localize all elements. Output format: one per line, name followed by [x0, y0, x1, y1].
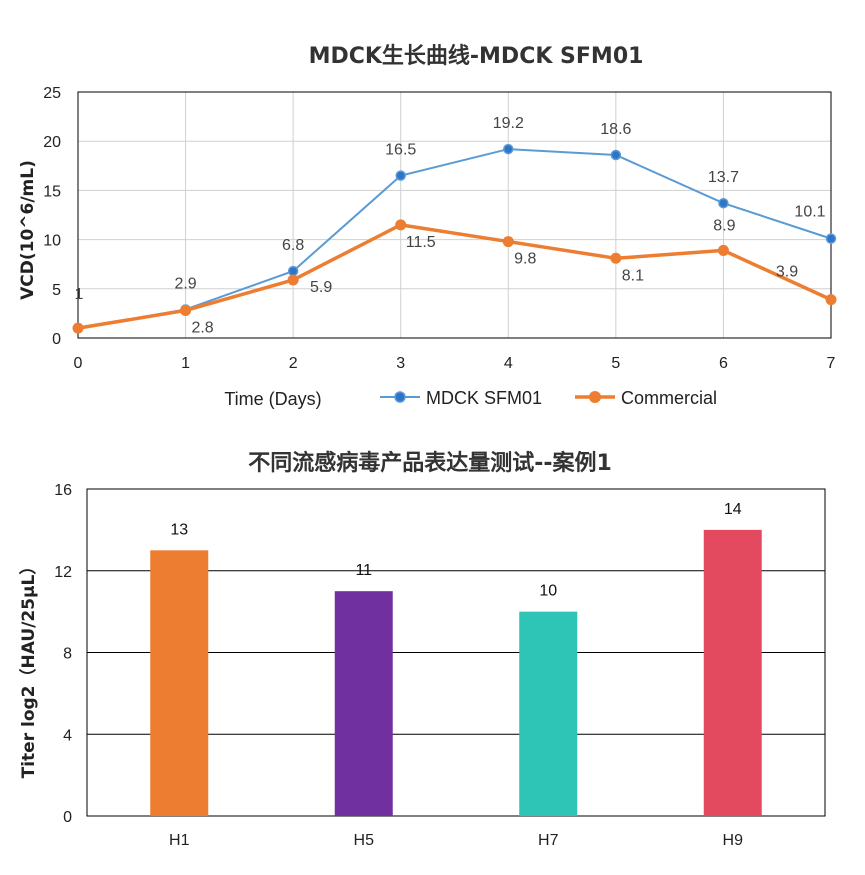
bar-value-label: 14	[724, 501, 742, 518]
bar-chart-x-tick-label: H5	[354, 832, 375, 849]
line-chart-y-tick-label: 0	[52, 331, 61, 348]
bar-h7	[519, 611, 578, 816]
data-label-commercial: 11.5	[406, 234, 436, 251]
line-chart-series	[72, 143, 837, 334]
bar-chart-data-labels: 13 11 10 14	[170, 501, 741, 600]
data-label-mdck-sfm01: 2.9	[174, 275, 196, 292]
line-chart-x-tick-label: 6	[719, 355, 728, 372]
bar-chart-y-axis-label: Titer log2（HAU/25μL）	[18, 558, 39, 779]
line-chart-y-ticks: 0 5 10 15 20 25	[43, 85, 61, 348]
line-chart-y-tick-label: 20	[43, 134, 61, 151]
line-chart-x-tick-label: 2	[289, 355, 298, 372]
legend-label-mdck: MDCK SFM01	[426, 388, 542, 408]
line-chart-x-tick-label: 5	[611, 355, 620, 372]
line-chart-y-tick-label: 5	[52, 282, 61, 299]
point-mdck-sfm01	[503, 143, 514, 155]
data-label-commercial: 3.9	[776, 264, 798, 281]
bar-h9	[703, 529, 762, 816]
point-mdck-sfm01	[610, 149, 622, 161]
bar-chart-x-ticks: H1 H5 H7 H9	[169, 832, 743, 849]
series-line-commercial	[77, 223, 832, 330]
bar-chart-x-tick-label: H7	[538, 832, 559, 849]
data-label-mdck-sfm01: 19.2	[493, 115, 524, 132]
data-label-mdck-sfm01: 6.8	[282, 237, 304, 254]
bar-chart: 不同流感病毒产品表达量测试--案例1 0 4 8 12 16 13 11 10 14 H1 H5…	[18, 450, 826, 849]
bar-chart-y-tick-label: 0	[63, 809, 72, 826]
bar-chart-bars	[150, 529, 762, 816]
bar-h1	[150, 550, 209, 816]
legend-label-commercial: Commercial	[621, 388, 717, 408]
bar-value-label: 10	[539, 583, 557, 600]
line-chart-x-tick-label: 3	[396, 355, 405, 372]
point-mdck-sfm01	[718, 197, 729, 209]
data-label-commercial: 8.9	[713, 217, 735, 234]
line-chart-legend: MDCK SFM01 Commercial	[380, 388, 717, 408]
line-chart-data-labels: 1 2.9 6.8 16.5 19.2 18.6 13.7 10.1 2.8 5.9 11.5 9.8…	[75, 115, 826, 336]
point-commercial	[717, 244, 729, 256]
line-chart-x-tick-label: 4	[504, 355, 513, 372]
bar-chart-y-tick-label: 4	[63, 727, 72, 744]
line-chart-x-tick-label: 0	[74, 355, 83, 372]
line-chart-x-ticks: 0 1 2 3 4 5 6 7	[74, 355, 836, 372]
data-label-mdck-sfm01: 1	[75, 286, 84, 303]
line-chart-y-tick-label: 10	[43, 233, 61, 250]
line-chart-y-tick-label: 25	[43, 85, 61, 102]
line-chart-plot-frame	[77, 91, 832, 339]
point-commercial	[502, 236, 514, 248]
bar-chart-y-tick-label: 8	[63, 646, 72, 663]
line-chart-y-tick-label: 15	[43, 183, 61, 200]
line-chart-title: MDCK生长曲线-MDCK SFM01	[309, 43, 644, 69]
line-chart-y-axis-label: VCD(10^6/mL)	[18, 160, 38, 300]
bar-chart-plot-frame	[86, 488, 826, 817]
point-commercial	[287, 274, 299, 286]
bar-chart-x-tick-label: H9	[723, 832, 744, 849]
bar-value-label: 11	[355, 562, 372, 579]
line-chart-x-axis-label: Time (Days)	[224, 389, 321, 409]
point-commercial	[72, 322, 84, 334]
data-label-commercial: 5.9	[310, 279, 332, 296]
data-label-mdck-sfm01: 18.6	[600, 121, 631, 138]
bar-chart-title: 不同流感病毒产品表达量测试--案例1	[248, 450, 612, 476]
bar-chart-y-tick-label: 12	[54, 564, 72, 581]
line-chart-x-tick-label: 1	[181, 355, 190, 372]
point-mdck-sfm01	[825, 233, 837, 244]
bar-h5	[334, 591, 393, 816]
series-line-mdck-sfm01	[77, 148, 832, 330]
bar-chart-x-tick-label: H1	[169, 832, 190, 849]
bar-chart-y-ticks: 0 4 8 12 16	[54, 482, 72, 826]
point-commercial	[610, 252, 622, 264]
point-commercial	[180, 304, 192, 316]
point-mdck-sfm01	[395, 170, 406, 181]
bar-value-label: 13	[170, 521, 188, 538]
data-label-commercial: 2.8	[191, 319, 213, 336]
data-label-commercial: 9.8	[514, 251, 536, 268]
data-label-mdck-sfm01: 10.1	[794, 204, 825, 221]
legend-marker-commercial	[589, 391, 601, 403]
line-chart-gridlines	[77, 91, 832, 339]
point-commercial	[395, 219, 407, 231]
data-label-commercial: 8.1	[622, 267, 644, 284]
point-commercial	[825, 294, 837, 306]
data-label-mdck-sfm01: 16.5	[385, 142, 416, 159]
bar-chart-y-tick-label: 16	[54, 482, 72, 499]
line-chart-x-tick-label: 7	[827, 355, 836, 372]
data-label-mdck-sfm01: 13.7	[708, 169, 739, 186]
point-mdck-sfm01	[287, 265, 299, 277]
legend-marker-mdck	[394, 391, 406, 403]
